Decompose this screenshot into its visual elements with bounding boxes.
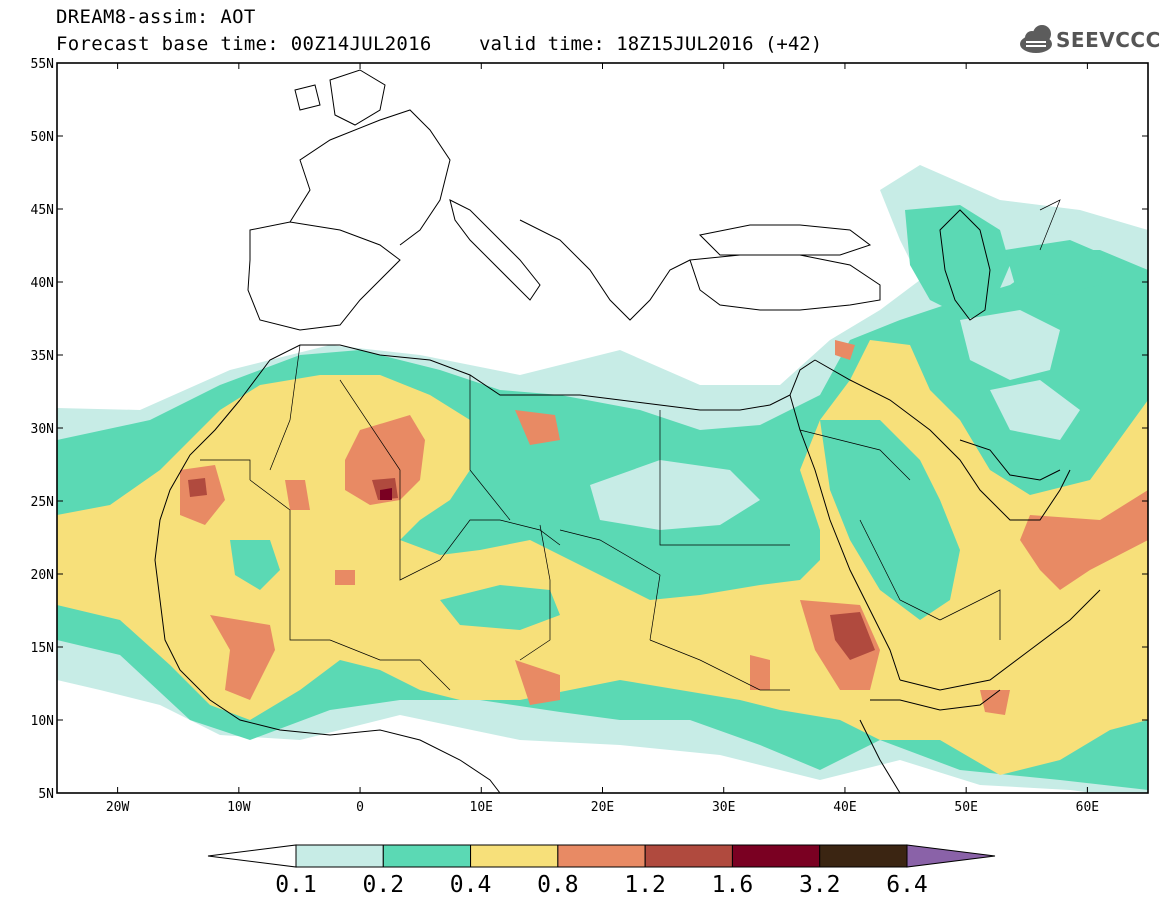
- lon-label: 60E: [1076, 800, 1099, 815]
- colorbar-box: [296, 845, 383, 867]
- lon-label: 30E: [712, 800, 735, 815]
- colorbar-label: 0.4: [450, 872, 492, 898]
- colorbar-box: [558, 845, 645, 867]
- lon-label: 20W: [106, 800, 130, 815]
- colorbar: [208, 845, 995, 867]
- colorbar-labels: 0.1 0.2 0.4 0.8 1.2 1.6 3.2 6.4: [275, 872, 928, 898]
- colorbar-upper-triangle: [907, 845, 995, 867]
- colorbar-label: 6.4: [886, 872, 928, 898]
- lat-label: 40N: [31, 276, 54, 291]
- lat-label: 5N: [38, 787, 54, 802]
- colorbar-box: [383, 845, 470, 867]
- colorbar-box: [645, 845, 732, 867]
- colorbar-lower-triangle: [208, 845, 296, 867]
- colorbar-label: 0.8: [537, 872, 579, 898]
- colorbar-label: 3.2: [799, 872, 841, 898]
- lat-label: 50N: [31, 130, 54, 145]
- aot-field: [57, 165, 1148, 800]
- colorbar-label: 0.1: [275, 872, 317, 898]
- lat-label: 10N: [31, 714, 54, 729]
- lat-label: 30N: [31, 422, 54, 437]
- lon-label: 40E: [833, 800, 856, 815]
- lat-label: 55N: [31, 57, 54, 72]
- colorbar-label: 1.6: [712, 872, 754, 898]
- colorbar-box: [820, 845, 907, 867]
- lat-label: 25N: [31, 495, 54, 510]
- colorbar-label: 1.2: [624, 872, 666, 898]
- lon-label: 10E: [470, 800, 493, 815]
- lat-label: 45N: [31, 203, 54, 218]
- lon-label: 0: [356, 800, 364, 815]
- lon-label: 50E: [954, 800, 977, 815]
- lat-label: 20N: [31, 568, 54, 583]
- colorbar-box: [732, 845, 819, 867]
- colorbar-box: [471, 845, 558, 867]
- lon-label: 20E: [591, 800, 614, 815]
- lat-label: 15N: [31, 641, 54, 656]
- colorbar-label: 0.2: [363, 872, 405, 898]
- lat-label: 35N: [31, 349, 54, 364]
- lon-label: 10W: [227, 800, 251, 815]
